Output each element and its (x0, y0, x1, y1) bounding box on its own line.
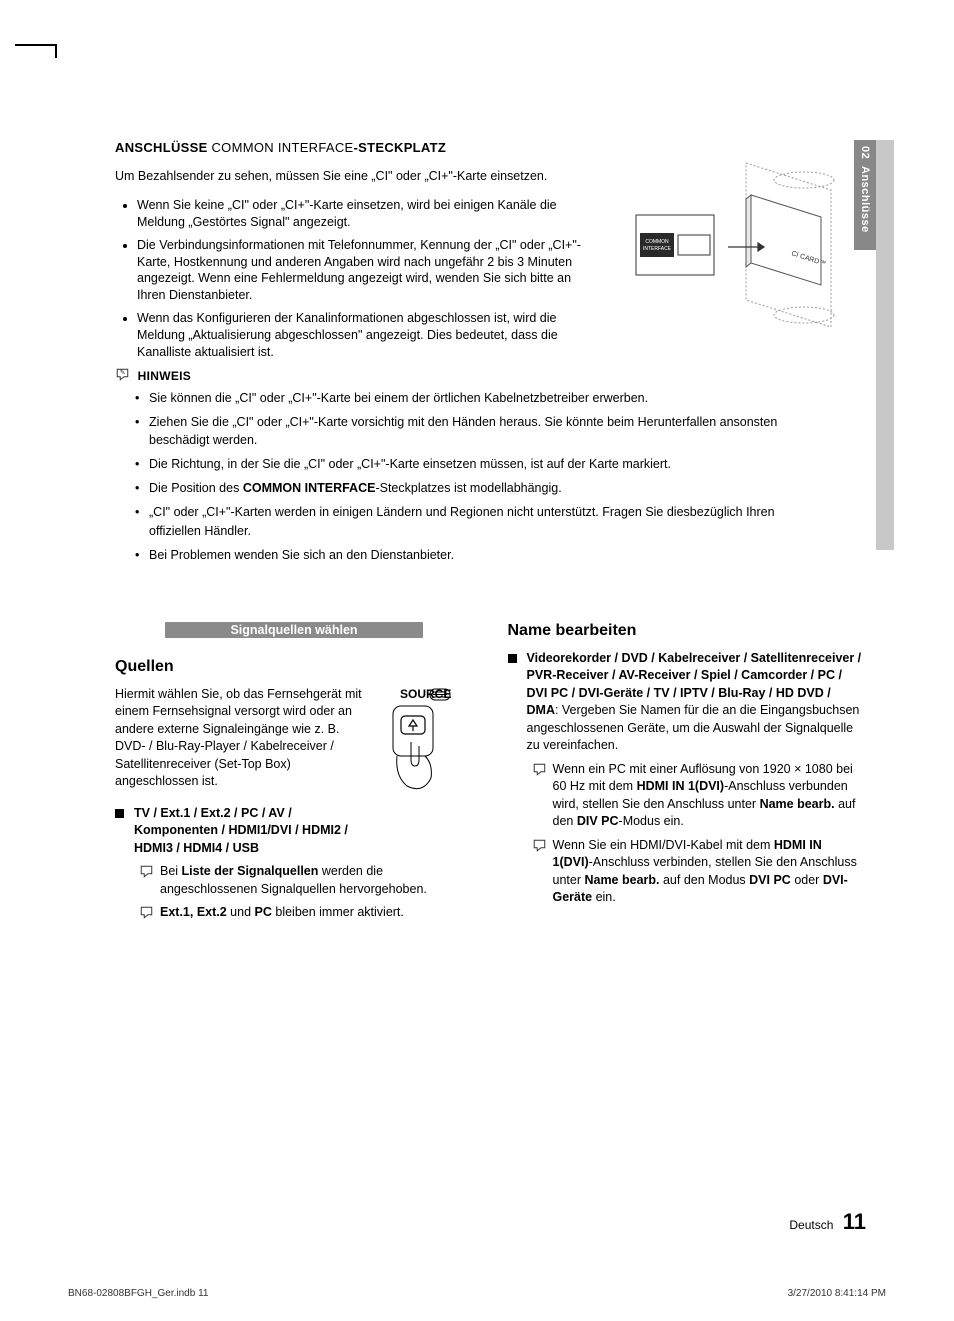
square-bullet-icon (508, 654, 517, 663)
ci-card-svg: CI CARD™ COMMON INTERFACE (626, 155, 846, 335)
print-meta-file: BN68-02808BFGH_Ger.indb 11 (68, 1288, 208, 1299)
hinweis-item: Die Position des COMMON INTERFACE-Steckp… (149, 479, 825, 497)
page: ANSCHLÜSSE COMMON INTERFACE-STECKPLATZ U… (0, 0, 954, 1321)
note-icon (139, 905, 154, 920)
remote-figure: SOURCE (375, 686, 451, 796)
ci-bullet: Wenn das Konfigurieren der Kanalinformat… (137, 310, 595, 361)
note-icon (139, 864, 154, 879)
ci-bullet: Die Verbindungsinformationen mit Telefon… (137, 237, 595, 305)
svg-text:✎: ✎ (120, 369, 126, 376)
ci-bullets: Wenn Sie keine „CI" oder „CI+"-Karte ein… (115, 197, 595, 361)
ci-heading: ANSCHLÜSSE COMMON INTERFACE-STECKPLATZ (115, 140, 864, 155)
hinweis-label: HINWEIS (138, 369, 191, 383)
tip-line: Wenn Sie ein HDMI/DVI-Kabel mit dem HDMI… (532, 837, 865, 907)
hinweis-item: „CI" oder „CI+"-Karten werden in einigen… (149, 503, 825, 539)
hinweis-item: Bei Problemen wenden Sie sich an den Die… (149, 546, 825, 564)
ci-intro: Um Bezahlsender zu sehen, müssen Sie ein… (115, 168, 595, 185)
note-icon: ✎ (115, 367, 130, 382)
hinweis-list: Sie können die „CI" oder „CI+"-Karte bei… (115, 389, 825, 564)
name-bearbeiten-heading: Name bearbeiten (508, 622, 865, 640)
tip-line: Bei Liste der Signalquellen werden die a… (139, 863, 472, 898)
ci-slot-label-1: COMMON (645, 239, 669, 245)
hinweis-heading: ✎ HINWEIS (115, 367, 864, 383)
hinweis-item: Ziehen Sie die „CI" oder „CI+"-Karte vor… (149, 413, 825, 449)
source-list: TV / Ext.1 / Ext.2 / PC / AV / Komponent… (134, 805, 374, 858)
footer-page-number: 11 (843, 1209, 866, 1234)
device-list-row: Videorekorder / DVD / Kabelreceiver / Sa… (508, 650, 865, 755)
hinweis-item: Sie können die „CI" oder „CI+"-Karte bei… (149, 389, 825, 407)
ci-card-figure: CI CARD™ COMMON INTERFACE (626, 155, 846, 335)
device-list-text: Videorekorder / DVD / Kabelreceiver / Sa… (527, 650, 865, 755)
source-list-row: TV / Ext.1 / Ext.2 / PC / AV / Komponent… (115, 805, 472, 858)
lower-columns: Signalquellen wählen Quellen Hiermit wäh… (115, 622, 864, 922)
quellen-body: Hiermit wählen Sie, ob das Fernsehgerät … (115, 686, 472, 801)
tip-line: Ext.1, Ext.2 und PC bleiben immer aktivi… (139, 904, 472, 922)
square-bullet-icon (115, 809, 124, 818)
tip-line: Wenn ein PC mit einer Auflösung von 1920… (532, 761, 865, 831)
section-pill: Signalquellen wählen (165, 622, 423, 638)
footer-lang: Deutsch (789, 1218, 833, 1232)
note-icon (532, 762, 547, 777)
page-footer: Deutsch 11 (789, 1209, 866, 1235)
note-icon (532, 838, 547, 853)
right-column: Name bearbeiten Videorekorder / DVD / Ka… (508, 622, 865, 922)
ci-slot-label-2: INTERFACE (643, 246, 672, 252)
print-meta-timestamp: 3/27/2010 8:41:14 PM (788, 1288, 886, 1299)
quellen-heading: Quellen (115, 658, 472, 676)
hinweis-item: Die Richtung, in der Sie die „CI" oder „… (149, 455, 825, 473)
left-column: Signalquellen wählen Quellen Hiermit wäh… (115, 622, 472, 922)
quellen-intro: Hiermit wählen Sie, ob das Fernsehgerät … (115, 686, 365, 791)
ci-bullet: Wenn Sie keine „CI" oder „CI+"-Karte ein… (137, 197, 595, 231)
